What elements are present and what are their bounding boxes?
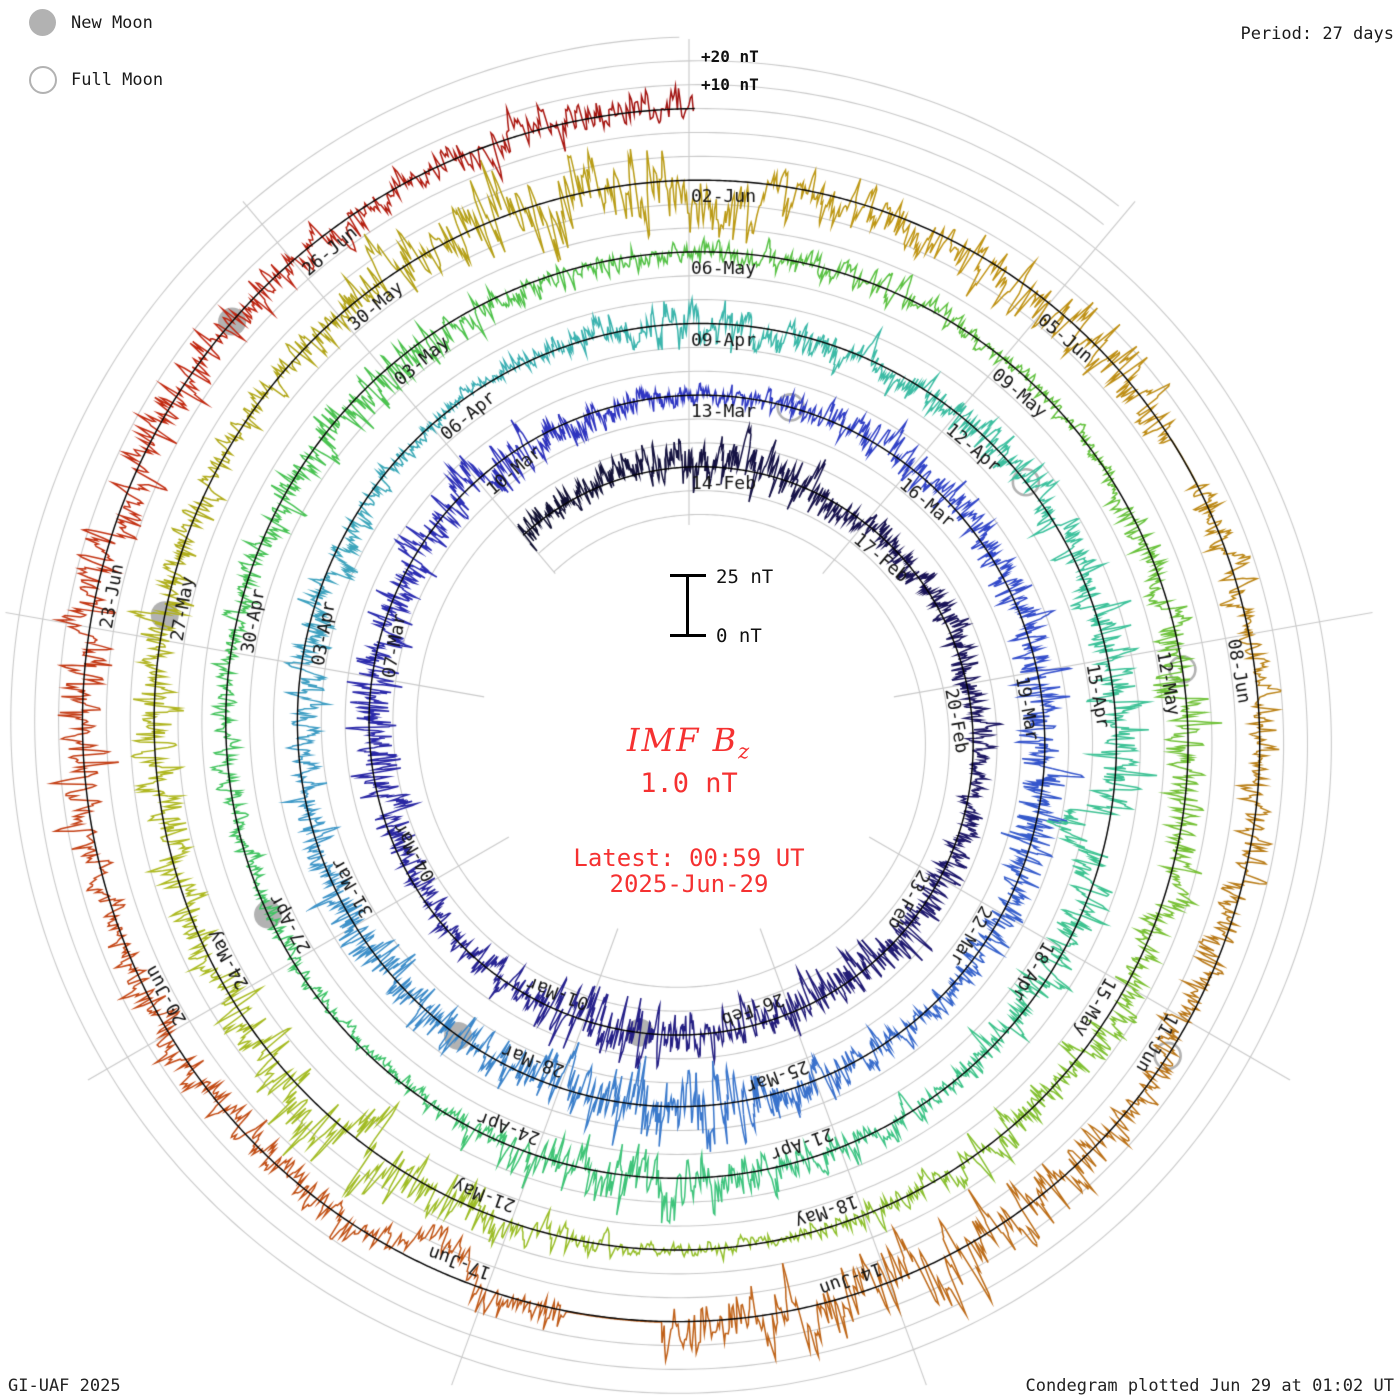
latest-date-label: 2025-Jun-29 [609, 869, 769, 898]
credit-label: GI-UAF 2025 [8, 1376, 121, 1396]
period-label: Period: 27 days [1240, 24, 1394, 44]
full-moon-icon [29, 66, 57, 94]
amplitude-label-plus20: +20 nT [701, 47, 759, 66]
scale-bar-line [686, 575, 689, 636]
scale-bar: 25 nT 0 nT [668, 566, 808, 656]
chart-title: IMF Bz [626, 721, 752, 764]
center-annotation: IMF Bz 1.0 nT Latest: 00:59 UT 2025-Jun-… [489, 724, 889, 897]
legend-full-moon-label: Full Moon [71, 70, 164, 90]
latest-value: 1.0 nT [640, 768, 738, 800]
scale-bar-top-cap [670, 574, 706, 577]
scale-bar-bottom-cap [670, 634, 706, 637]
amplitude-label-plus10: +10 nT [701, 75, 759, 94]
chart-title-subscript: z [738, 739, 752, 764]
latest-time-label: Latest: 00:59 UT [573, 844, 805, 873]
plotted-timestamp: Condegram plotted Jun 29 at 01:02 UT [1025, 1376, 1394, 1396]
legend-new-moon-label: New Moon [71, 13, 153, 33]
scale-bar-top-label: 25 nT [716, 566, 774, 588]
scale-bar-bottom-label: 0 nT [716, 625, 762, 647]
new-moon-icon [29, 9, 56, 36]
